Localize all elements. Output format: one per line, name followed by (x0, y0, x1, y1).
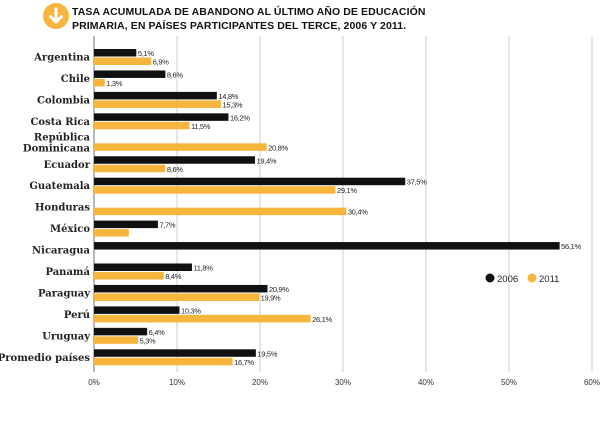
bar-2006 (94, 263, 192, 271)
title-line-1: TASA ACUMULADA DE ABANDONO AL ÚLTIMO AÑO… (72, 6, 426, 18)
bar-2011 (94, 314, 311, 323)
bar-2006 (94, 177, 406, 186)
legend-label: 2011 (539, 274, 559, 285)
bar-2011 (94, 57, 152, 65)
bar-2006 (94, 70, 166, 78)
bar-2011 (94, 143, 267, 151)
category-label: Promedio países (0, 353, 90, 364)
data-label: 20,8% (268, 143, 288, 152)
chart-title: TASA ACUMULADA DE ABANDONO AL ÚLTIMO AÑO… (72, 5, 426, 33)
category-label: Panamá (45, 267, 90, 278)
data-label: 14,8% (218, 92, 238, 101)
data-label: 15,3% (222, 100, 242, 109)
bar-2011 (94, 357, 233, 366)
legend-swatch-2011 (527, 273, 537, 283)
category-label: Costa Rica (30, 117, 90, 128)
data-label: 16,2% (230, 113, 250, 122)
data-label: 30,4% (348, 208, 368, 217)
title-line-2: PRIMARIA, EN PAÍSES PARTICIPANTES DEL TE… (72, 20, 407, 32)
bar-2006 (94, 156, 256, 164)
data-label: 16,7% (234, 358, 254, 367)
bar-2006 (94, 242, 560, 250)
category-label: Dominicana (23, 143, 91, 154)
data-label: 6,9% (153, 58, 170, 67)
data-label: 20,9% (269, 285, 289, 294)
category-label: Ecuador (44, 160, 91, 171)
data-label: 10,3% (181, 306, 201, 315)
data-label: 37,5% (407, 178, 427, 187)
bar-2006 (94, 327, 148, 336)
category-label: Colombia (37, 95, 90, 106)
bar-2011 (94, 336, 138, 344)
bar-2006 (94, 113, 229, 121)
x-tick-label: 50% (501, 378, 517, 387)
bar-2011 (94, 78, 105, 87)
bar-2006 (94, 49, 137, 57)
data-label: 5,3% (139, 336, 156, 345)
bar-2011 (94, 164, 166, 173)
category-label: México (50, 224, 90, 235)
category-label: Honduras (35, 203, 90, 214)
data-label: 11,8% (193, 264, 213, 273)
data-label: 19,5% (257, 349, 277, 358)
category-label: Guatemala (29, 181, 90, 192)
bar-2011 (94, 272, 164, 280)
bar-2006 (94, 220, 158, 229)
data-label: 6,4% (149, 328, 166, 337)
bar-2011 (94, 293, 260, 301)
bar-2011 (94, 186, 336, 194)
category-label: República (34, 132, 91, 143)
data-label: 56,1% (561, 242, 581, 251)
x-tick-label: 30% (335, 378, 351, 387)
bar-2006 (94, 284, 268, 293)
data-label: 11,5% (191, 122, 211, 131)
x-tick-label: 60% (584, 378, 600, 387)
data-label: 8,6% (167, 70, 184, 79)
x-tick-label: 10% (169, 378, 185, 387)
category-label: Nicaragua (32, 246, 91, 257)
data-label: 19,9% (261, 293, 281, 302)
bar-2011 (94, 229, 129, 237)
arrow-down-circle-icon (43, 3, 69, 29)
data-label: 5,1% (138, 49, 155, 58)
data-label: 8,6% (167, 165, 184, 174)
data-label: 19,4% (257, 156, 277, 165)
category-label: Perú (64, 310, 90, 321)
data-label: 29,1% (337, 186, 357, 195)
bar-2011 (94, 121, 190, 130)
legend-swatch-2006 (485, 273, 495, 283)
bar-2011 (94, 207, 347, 216)
category-label: Chile (61, 74, 90, 85)
bar-2006 (94, 91, 217, 100)
data-label: 26,1% (312, 315, 332, 324)
category-label: Paraguay (38, 288, 91, 299)
data-label: 1,3% (106, 79, 123, 88)
x-tick-label: 0% (88, 378, 100, 387)
category-label: Uruguay (42, 331, 91, 342)
bar-2011 (94, 100, 221, 108)
bar-2006 (94, 349, 256, 357)
data-label: 8,4% (165, 272, 182, 281)
legend-label: 2006 (497, 274, 518, 285)
x-tick-label: 20% (252, 378, 268, 387)
data-label: 7,7% (159, 221, 176, 230)
category-label: Argentina (33, 53, 90, 64)
x-tick-label: 40% (418, 378, 434, 387)
bar-2006 (94, 306, 180, 314)
